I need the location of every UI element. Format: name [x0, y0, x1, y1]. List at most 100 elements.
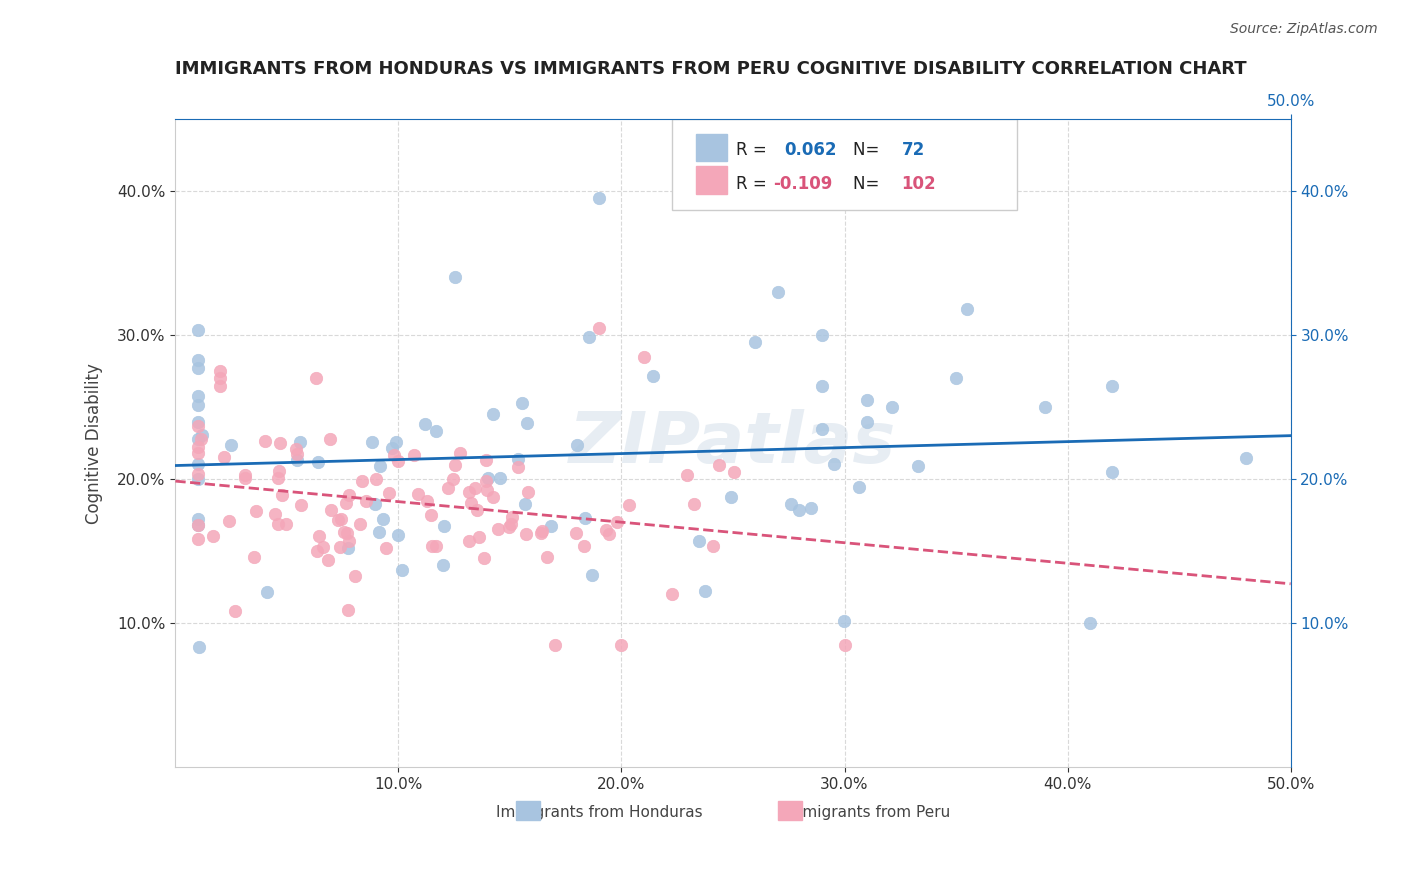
Point: [661, 587, 683, 601]
Point: [565, 525, 588, 540]
Point: [1101, 378, 1123, 392]
Point: [956, 302, 979, 317]
Point: [475, 483, 498, 497]
Point: [269, 465, 291, 479]
Point: [187, 472, 209, 486]
Point: [744, 335, 766, 350]
Point: [266, 471, 288, 485]
Point: [574, 511, 596, 525]
Point: [337, 534, 360, 549]
Point: [224, 604, 246, 618]
Point: [515, 527, 537, 541]
Point: [235, 471, 257, 485]
Point: [530, 526, 553, 541]
Point: [187, 415, 209, 429]
Point: [465, 502, 488, 516]
Point: [800, 500, 823, 515]
Point: [516, 416, 538, 430]
Point: [274, 516, 297, 531]
Point: [335, 525, 357, 540]
Point: [307, 455, 329, 469]
Point: [707, 458, 730, 472]
Point: [364, 497, 387, 511]
Point: [264, 507, 287, 521]
Point: [834, 614, 856, 628]
Point: [333, 524, 356, 539]
Point: [425, 424, 447, 438]
Point: [354, 494, 377, 508]
Point: [328, 513, 350, 527]
Point: [766, 285, 789, 299]
Point: [212, 450, 235, 465]
Text: IMMIGRANTS FROM HONDURAS VS IMMIGRANTS FROM PERU COGNITIVE DISABILITY CORRELATIO: IMMIGRANTS FROM HONDURAS VS IMMIGRANTS F…: [176, 60, 1247, 78]
Point: [693, 583, 716, 598]
Point: [187, 467, 209, 482]
Point: [368, 525, 391, 540]
Point: [588, 191, 610, 205]
Text: Immigrants from Honduras: Immigrants from Honduras: [496, 805, 703, 820]
Point: [344, 569, 367, 583]
Text: N=: N=: [853, 141, 884, 160]
Point: [468, 530, 491, 544]
Point: [287, 453, 309, 467]
Point: [588, 321, 610, 335]
Point: [458, 534, 481, 549]
Text: N=: N=: [853, 175, 884, 193]
Point: [329, 540, 352, 554]
Point: [361, 434, 384, 449]
Point: [208, 378, 231, 392]
Point: [641, 369, 664, 384]
FancyBboxPatch shape: [672, 120, 1018, 210]
Point: [254, 434, 277, 449]
Point: [1033, 400, 1056, 414]
Point: [385, 435, 408, 450]
Point: [267, 517, 290, 532]
Point: [517, 485, 540, 500]
Point: [574, 539, 596, 553]
Point: [408, 487, 430, 501]
Point: [187, 446, 209, 460]
Point: [460, 496, 482, 510]
Point: [811, 328, 834, 343]
Point: [443, 458, 465, 472]
Point: [1234, 450, 1257, 465]
Point: [425, 539, 447, 553]
Point: [187, 517, 209, 532]
Point: [319, 432, 342, 446]
Point: [242, 549, 264, 564]
Point: [337, 541, 360, 555]
Text: -0.109: -0.109: [773, 175, 832, 193]
Point: [187, 532, 209, 546]
Point: [187, 360, 209, 375]
Point: [501, 509, 523, 524]
FancyBboxPatch shape: [778, 801, 803, 821]
Point: [256, 585, 278, 599]
Point: [187, 517, 209, 532]
Point: [269, 435, 291, 450]
Point: [312, 540, 335, 554]
Point: [290, 498, 312, 512]
Point: [285, 447, 308, 461]
Point: [543, 638, 565, 652]
Point: [432, 558, 454, 573]
Text: 102: 102: [901, 175, 936, 193]
Point: [945, 371, 967, 385]
Point: [1101, 465, 1123, 479]
Point: [811, 378, 834, 392]
Point: [337, 602, 360, 616]
Point: [702, 539, 724, 553]
Point: [619, 498, 641, 512]
Point: [1078, 616, 1101, 631]
Point: [536, 549, 558, 564]
Point: [441, 472, 464, 486]
Point: [190, 432, 212, 446]
Point: [233, 468, 256, 483]
Point: [187, 511, 209, 525]
Point: [364, 473, 387, 487]
Point: [433, 518, 456, 533]
Point: [848, 480, 870, 494]
Point: [335, 495, 357, 509]
Point: [413, 417, 436, 431]
Point: [187, 440, 209, 454]
Point: [540, 518, 562, 533]
